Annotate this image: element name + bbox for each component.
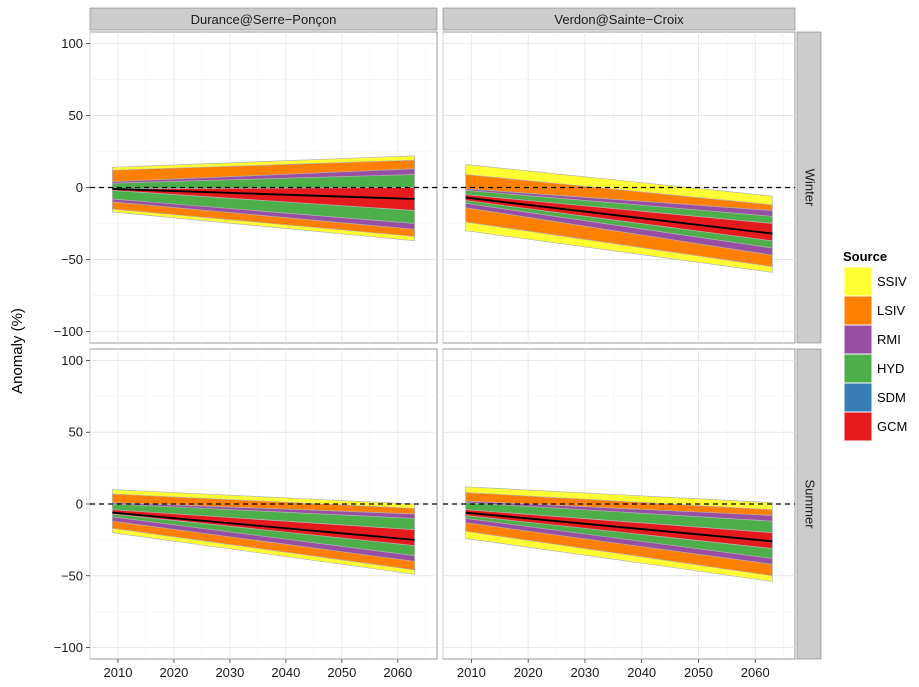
y-tick-label: 100 [61,353,83,368]
panel-1-0 [442,31,796,344]
x-tick-label: 2010 [104,665,133,680]
y-tick-label: −50 [61,568,83,583]
legend-label: SDM [877,390,906,405]
y-tick-label: −50 [61,252,83,267]
band-gcm [112,187,415,211]
legend-swatch-rmi [843,324,873,355]
column-strip [89,7,438,31]
mean-line [465,196,773,235]
row-strip [796,31,822,344]
y-tick-label: −100 [54,324,83,339]
mean-line [465,511,773,543]
row-strip-label: Winter [803,169,818,207]
y-tick-label: 50 [69,425,83,440]
y-tick-label: 0 [76,497,83,512]
legend-swatch-hyd [843,353,873,384]
mean-line [112,511,415,541]
panels-layer: Durance@Serre−Ponçon Verdon@Sainte−Croix W… [54,7,822,680]
panel-0-1: −100 −50 0 50 100 2010 2020 2030 2040 2050 2060 [54,348,438,680]
legend-label: SSIV [877,274,907,289]
x-tick-label: 2060 [383,665,412,680]
column-strip-label: Durance@Serre−Ponçon [191,12,337,27]
x-tick-label: 2030 [570,665,599,680]
x-tick-label: 2020 [159,665,188,680]
x-tick-label: 2050 [327,665,356,680]
column-strip [442,7,796,31]
legend-swatch-gcm [843,411,873,442]
x-tick-label: 2040 [271,665,300,680]
row-strip [796,348,822,660]
y-tick-label: 50 [69,108,83,123]
column-strip-label: Verdon@Sainte−Croix [554,12,684,27]
y-tick-label: −100 [54,640,83,655]
legend-title: Source [843,249,887,264]
legend: Source SSIV LSIV RMI HYD SDM GCM [843,249,907,442]
x-tick-label: 2040 [627,665,656,680]
legend-label: LSIV [877,303,906,318]
x-tick-label: 2030 [215,665,244,680]
legend-swatch-ssiv [843,266,873,297]
panel-0-0: −100 −50 0 50 100 [54,31,438,344]
legend-label: HYD [877,361,904,376]
legend-label: RMI [877,332,901,347]
row-strip-label: Summer [803,479,818,529]
x-tick-label: 2050 [684,665,713,680]
x-tick-label: 2060 [741,665,770,680]
mean-line [112,188,415,200]
y-tick-label: 100 [61,36,83,51]
y-axis-title: Anomaly (%) [9,308,26,394]
legend-swatch-lsiv [843,295,873,326]
x-tick-label: 2010 [457,665,486,680]
legend-swatch-sdm [843,382,873,413]
y-tick-label: 0 [76,180,83,195]
x-tick-label: 2020 [514,665,543,680]
panel-1-1: 2010 2020 2030 2040 2050 2060 [442,348,796,680]
legend-label: GCM [877,419,907,434]
